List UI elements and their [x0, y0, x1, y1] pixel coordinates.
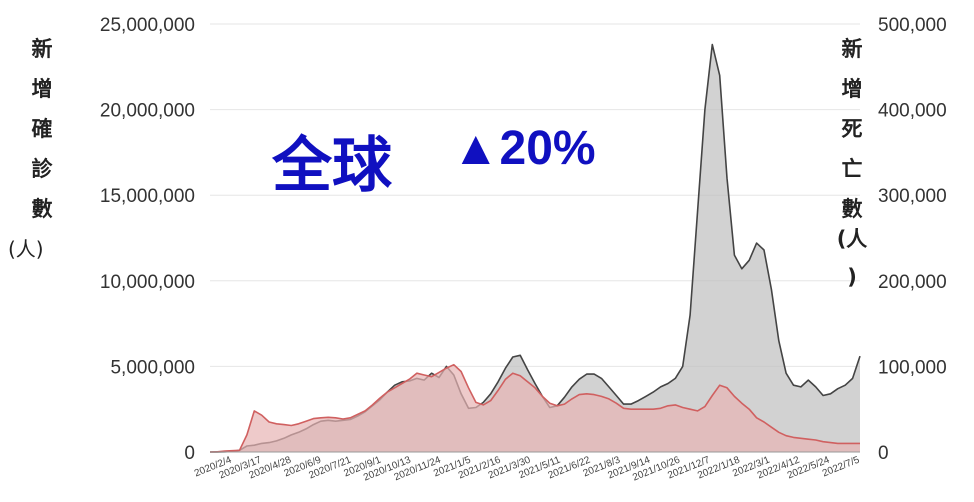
left-tick-label: 0	[184, 443, 195, 464]
right-axis-label-char: 數	[842, 197, 863, 221]
left-axis-unit: (人)	[8, 237, 44, 261]
left-axis-label-char: 增	[32, 77, 53, 101]
left-tick-label: 25,000,000	[100, 15, 195, 36]
right-tick-label: 100,000	[878, 357, 947, 378]
series-deaths	[209, 363, 860, 453]
left-tick-label: 10,000,000	[100, 272, 195, 293]
right-tick-label: 500,000	[878, 15, 947, 36]
annotation: 全球 ▲20%	[271, 122, 596, 201]
right-tick-label: 400,000	[878, 101, 947, 122]
right-tick-label: 0	[878, 443, 889, 464]
right-axis-label-char: 增	[842, 77, 863, 101]
series-area	[210, 364, 860, 452]
right-axis-label-char: 死	[842, 117, 863, 141]
left-tick-label: 5,000,000	[110, 357, 195, 378]
series-area	[210, 44, 860, 452]
left-axis-label-char: 新	[32, 37, 53, 61]
left-axis-label-char: 數	[32, 197, 53, 221]
annotation-change: ▲20%	[452, 122, 596, 175]
right-tick-label: 300,000	[878, 186, 947, 207]
right-axis-unit: (人	[837, 227, 868, 251]
left-y-ticks: 0 5,000,000 10,000,000 15,000,000 20,000,000…	[100, 15, 195, 464]
left-axis-label-char: 診	[32, 157, 54, 181]
right-tick-label: 200,000	[878, 272, 947, 293]
x-ticks: 2020/2/42020/3/172020/4/282020/6/92020/7…	[193, 454, 862, 483]
right-axis-label-char: 亡	[842, 157, 863, 181]
annotation-region: 全球	[271, 131, 393, 201]
left-axis-label-char: 確	[32, 117, 53, 141]
right-axis-unit: )	[847, 265, 857, 289]
right-y-ticks: 0 100,000 200,000 300,000 400,000 500,000	[878, 15, 947, 464]
left-tick-label: 20,000,000	[100, 101, 195, 122]
series-line	[209, 363, 860, 453]
right-axis-label-char: 新	[842, 37, 863, 61]
left-tick-label: 15,000,000	[100, 186, 195, 207]
